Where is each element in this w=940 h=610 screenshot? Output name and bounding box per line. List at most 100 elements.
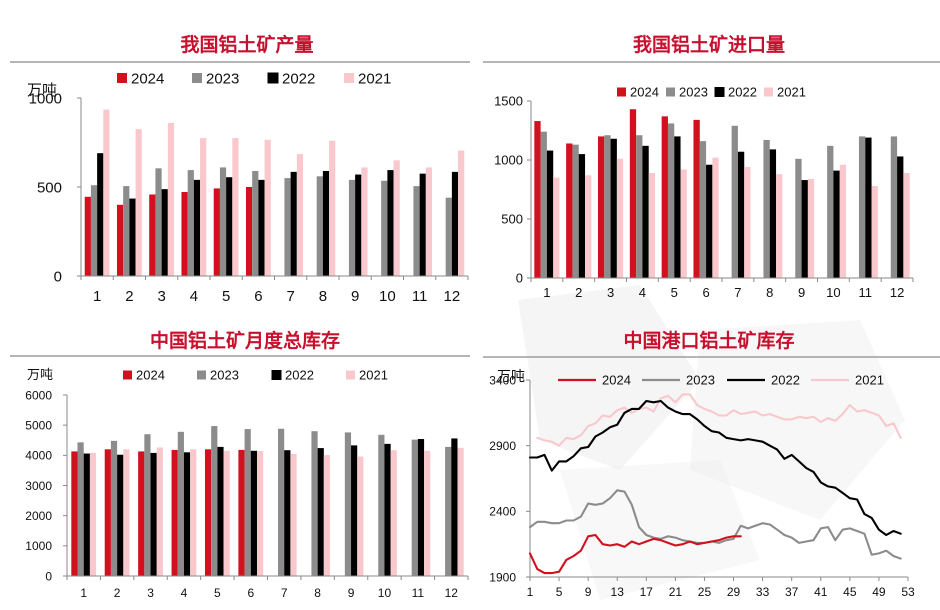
y-tick-label: 4000 [25,449,52,463]
x-tick-label: 4 [181,586,188,600]
legend-label-2024: 2024 [602,373,631,388]
bar-2024-5 [204,449,212,576]
bar-2023-4 [187,170,194,276]
legend-swatch-2021 [346,370,355,380]
bar-2021-10 [390,450,397,576]
legend-swatch-2021 [764,87,773,97]
y-tick-label: 1500 [494,94,523,109]
bar-2021-1 [89,452,97,576]
x-tick-label: 21 [669,585,683,599]
bar-2023-11 [858,136,866,278]
x-tick-label: 7 [281,586,288,600]
y-tick-label: 500 [37,179,62,196]
legend: 2024 2023 2022 2021 [617,85,806,100]
y-axis: 0 500 1000 [29,90,82,285]
bar-2021-8 [329,140,336,276]
bar-2023-4 [636,135,643,278]
x-tick-label: 10 [379,288,396,305]
bar-2021-2 [123,449,130,576]
bar-2021-11 [871,185,878,278]
x-tick-label: 45 [843,585,857,599]
y-axis: 0 500 1000 1500 [494,94,532,286]
bar-2024-5 [661,116,668,278]
bar-2022-9 [351,445,358,576]
bar-2024-1 [534,121,541,278]
bar-2021-3 [616,158,624,278]
bar-2021-4 [648,172,656,278]
legend-swatch-2023 [192,73,202,83]
bar-2022-10 [384,443,391,576]
legend-label-2024: 2024 [630,85,659,100]
bar-2024-4 [171,449,178,576]
series-line-2024 [528,533,742,575]
y-tick-label: 1000 [29,90,62,107]
bar-2022-1 [97,153,104,276]
bar-2022-2 [578,154,586,278]
x-tick-label: 3 [607,285,614,300]
bar-2024-6 [245,187,253,276]
bar-2023-6 [699,141,707,278]
bar-2021-9 [361,167,368,276]
bar-2024-4 [629,109,637,278]
bar-2023-3 [155,168,162,276]
bar-2023-5 [219,167,227,276]
bar-2022-1 [83,453,90,576]
x-axis: 1 2 3 4 5 6 7 8 9 10 11 12 [80,275,469,305]
bar-2024-1 [71,451,78,576]
legend-swatch-2022 [267,72,279,84]
x-tick-label: 8 [314,586,321,600]
bar-2024-3 [149,194,156,276]
x-tick-label: 29 [727,585,741,599]
chart-title: 我国铝土矿进口量 [633,33,785,56]
bar-2023-9 [795,158,802,278]
bar-2021-11 [425,167,433,276]
x-tick-label: 1 [527,585,534,599]
bar-2022-6 [250,450,257,576]
x-tick-label: 17 [640,585,654,599]
y-tick-label: 3400 [489,373,516,387]
x-tick-label: 37 [785,585,799,599]
bar-2022-10 [387,170,394,276]
bar-2022-2 [129,198,136,276]
bar-2022-11 [865,137,872,278]
chart-title: 我国铝土矿产量 [180,33,313,56]
y-tick-label: 3000 [25,479,52,493]
x-tick-label: 7 [286,288,294,305]
series-2024 [71,449,245,576]
bar-2021-3 [156,447,163,576]
x-tick-label: 1 [80,586,87,600]
x-axis: 1 2 3 4 5 6 7 8 9 10 11 12 [66,575,469,600]
x-tick-label: 6 [254,288,262,305]
x-tick-label: 5 [671,285,678,300]
bar-2021-8 [323,455,331,576]
bar-2022-9 [801,180,808,278]
series-2021 [89,447,464,576]
y-tick-label: 6000 [25,388,52,402]
series-2022 [546,136,904,278]
bar-2024-2 [104,449,111,576]
bar-2022-12 [451,438,458,576]
bar-2022-11 [419,173,426,276]
y-axis: 1900 2400 2900 3400 [489,373,531,584]
series-line-2021 [536,393,902,447]
bar-2023-1 [540,131,547,278]
bar-2022-3 [161,189,168,276]
bar-2022-3 [610,138,617,278]
bar-2023-6 [244,429,251,576]
series-2023 [540,123,898,278]
legend-swatch-2023 [666,87,675,97]
chart-title: 中国港口铝土矿库存 [623,329,794,352]
bar-2023-11 [413,186,420,276]
bar-2022-12 [897,156,904,278]
bar-2021-4 [190,449,197,576]
legend-label-2021: 2021 [359,368,388,383]
bar-2023-8 [316,176,323,276]
bar-2023-9 [344,432,352,576]
legend: 2024 2023 2022 2021 [558,373,884,388]
legend-label-2024: 2024 [136,368,165,383]
x-tick-label: 6 [247,586,254,600]
bar-2023-2 [123,186,130,276]
bar-2021-2 [135,129,142,276]
